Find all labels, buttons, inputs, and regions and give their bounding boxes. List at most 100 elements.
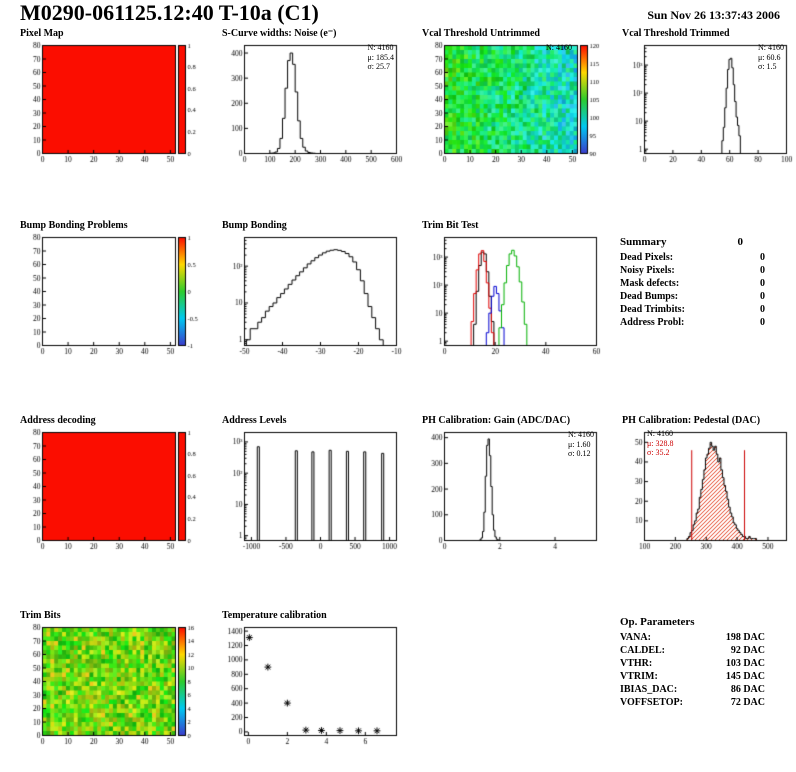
op-param-label: VOFFSETOP: (620, 697, 683, 708)
plot-bump-bonding: Bump Bonding (220, 220, 404, 360)
plot-address-levels: Address Levels (220, 415, 404, 555)
op-parameters-block: Op. Parameters VANA: 198 DAC CALDEL: 92 DA… (620, 616, 765, 709)
plot-title: Vcal Threshold Untrimmed (422, 28, 540, 39)
stats-line: σ: 1.5 (758, 62, 777, 71)
summary-value: 0 (760, 252, 765, 263)
summary-value: 0 (760, 317, 765, 328)
op-parameters-title: Op. Parameters (620, 616, 695, 628)
stats-line: N: 4160 (546, 43, 572, 52)
stats-line: σ: 25.7 (367, 62, 391, 71)
ph-pedestal-canvas (620, 427, 794, 555)
summary-row: Dead Bumps: 0 (620, 290, 765, 303)
stats-line: N: 4160 (647, 429, 673, 438)
plot-title: PH Calibration: Pedestal (DAC) (622, 415, 761, 426)
vcal-trimmed-canvas (620, 40, 794, 168)
plot-title: Trim Bit Test (422, 220, 479, 231)
op-param-row: VTRIM: 145 DAC (620, 670, 765, 683)
scurve-noise-canvas (220, 40, 404, 168)
stats-box: N: 4160 μ: 328.8 σ: 35.2 (647, 429, 674, 458)
summary-value: 0 (760, 291, 765, 302)
summary-header: Summary 0 (620, 236, 765, 248)
summary-value: 0 (760, 278, 765, 289)
summary-label: Dead Bumps: (620, 291, 679, 302)
op-param-value: 72 DAC (730, 697, 765, 708)
plot-title: S-Curve widths: Noise (e⁻) (222, 28, 337, 39)
plot-ph-pedestal: PH Calibration: Pedestal (DAC) N: 4160 μ… (620, 415, 794, 555)
plot-trim-bit-test: Trim Bit Test (420, 220, 604, 360)
op-param-label: CALDEL: (620, 645, 666, 656)
timestamp: Sun Nov 26 13:37:43 2006 (647, 8, 780, 22)
plot-address-decoding: Address decoding (18, 415, 202, 555)
plot-pixel-map: Pixel Map (18, 28, 202, 168)
summary-label: Dead Trimbits: (620, 304, 685, 315)
op-param-row: VANA: 198 DAC (620, 631, 765, 644)
summary-row: Noisy Pixels: 0 (620, 264, 765, 277)
trim-bit-test-canvas (420, 232, 604, 360)
stats-box: N: 4160 μ: 185.4 σ: 25.7 (367, 43, 394, 72)
pixel-map-canvas (18, 40, 202, 168)
op-param-label: VTHR: (620, 658, 653, 669)
plot-bump-bonding-problems: Bump Bonding Problems (18, 220, 202, 360)
plot-vcal-threshold-untrimmed: Vcal Threshold Untrimmed N: 4160 (420, 28, 604, 168)
plot-scurve-noise: S-Curve widths: Noise (e⁻) N: 4160 μ: 18… (220, 28, 404, 168)
stats-box: N: 4160 (546, 43, 572, 53)
op-param-value: 145 DAC (725, 671, 765, 682)
bump-bonding-canvas (220, 232, 404, 360)
op-param-label: IBIAS_DAC: (620, 684, 678, 695)
stats-line: μ: 328.8 (647, 438, 674, 448)
plot-vcal-threshold-trimmed: Vcal Threshold Trimmed N: 4160 μ: 60.6 σ… (620, 28, 794, 168)
op-param-value: 103 DAC (725, 658, 765, 669)
plot-title: Bump Bonding (222, 220, 287, 231)
summary-row: Mask defects: 0 (620, 277, 765, 290)
stats-line: N: 4160 (758, 43, 784, 52)
op-param-row: IBIAS_DAC: 86 DAC (620, 683, 765, 696)
stats-line: N: 4160 (367, 43, 394, 52)
stats-line: σ: 35.2 (647, 448, 670, 457)
plot-trim-bits-map: Trim Bits (18, 610, 202, 750)
op-param-value: 92 DAC (730, 645, 765, 656)
plot-title: Temperature calibration (222, 610, 327, 621)
plot-title: Vcal Threshold Trimmed (622, 28, 730, 39)
plot-temperature-calibration: Temperature calibration (220, 610, 404, 750)
stats-box: N: 4160 μ: 1.60 σ: 0.12 (568, 430, 594, 459)
op-param-label: VANA: (620, 632, 651, 643)
plot-title: PH Calibration: Gain (ADC/DAC) (422, 415, 571, 426)
stats-box: N: 4160 μ: 60.6 σ: 1.5 (758, 43, 784, 72)
bump-bonding-problems-canvas (18, 232, 202, 360)
op-param-label: VTRIM: (620, 671, 658, 682)
summary-label: Dead Pixels: (620, 252, 674, 263)
trim-bits-canvas (18, 622, 202, 750)
summary-title: Summary (620, 236, 667, 248)
stats-line: N: 4160 (568, 430, 594, 439)
summary-total: 0 (737, 236, 744, 248)
plot-title: Address decoding (20, 415, 96, 426)
stats-line: μ: 185.4 (367, 52, 394, 62)
plot-ph-gain: PH Calibration: Gain (ADC/DAC) N: 4160 μ… (420, 415, 604, 555)
summary-label: Address Probl: (620, 317, 685, 328)
op-parameters-header: Op. Parameters (620, 616, 765, 628)
stats-line: μ: 1.60 (568, 439, 591, 449)
op-param-row: CALDEL: 92 DAC (620, 644, 765, 657)
summary-label: Mask defects: (620, 278, 680, 289)
summary-value: 0 (760, 304, 765, 315)
plot-title: Pixel Map (20, 28, 64, 39)
address-levels-canvas (220, 427, 404, 555)
summary-row: Address Probl: 0 (620, 316, 765, 329)
page-title: M0290-061125.12:40 T-10a (C1) (20, 0, 319, 25)
summary-block: Summary 0 Dead Pixels: 0 Noisy Pixels: 0 M… (620, 236, 765, 329)
op-param-row: VTHR: 103 DAC (620, 657, 765, 670)
stats-line: σ: 0.12 (568, 449, 591, 458)
summary-row: Dead Trimbits: 0 (620, 303, 765, 316)
op-param-row: VOFFSETOP: 72 DAC (620, 696, 765, 709)
plot-title: Trim Bits (20, 610, 61, 621)
summary-row: Dead Pixels: 0 (620, 251, 765, 264)
temperature-calibration-canvas (220, 622, 404, 750)
summary-value: 0 (760, 265, 765, 276)
op-param-value: 198 DAC (725, 632, 765, 643)
ph-gain-canvas (420, 427, 604, 555)
address-decoding-canvas (18, 427, 202, 555)
summary-label: Noisy Pixels: (620, 265, 675, 276)
plot-title: Bump Bonding Problems (20, 220, 128, 231)
plot-title: Address Levels (222, 415, 287, 426)
